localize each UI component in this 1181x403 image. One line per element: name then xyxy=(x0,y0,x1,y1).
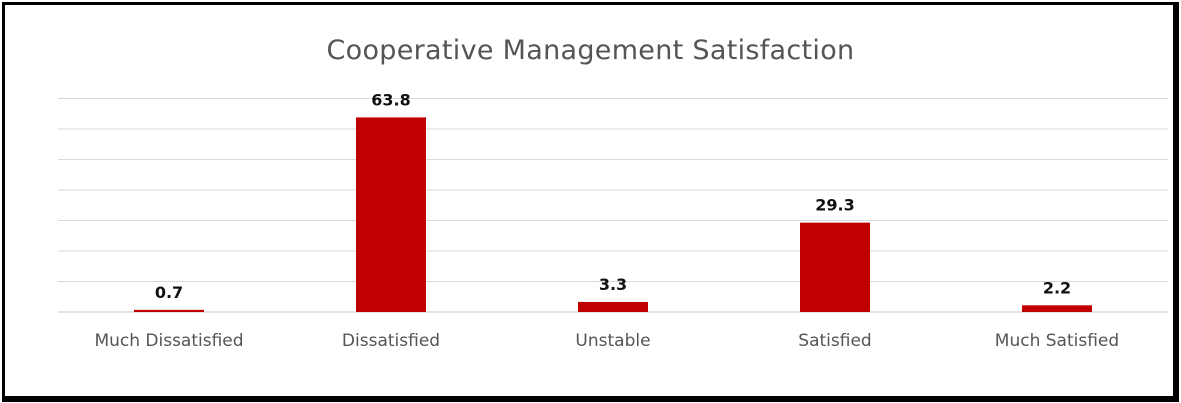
category-label: Unstable xyxy=(575,331,650,351)
category-label: Much Dissatisfied xyxy=(94,331,243,351)
bar xyxy=(578,301,648,312)
bars xyxy=(134,117,1092,312)
data-label: 2.2 xyxy=(1043,278,1071,297)
bar xyxy=(356,117,426,312)
category-label: Much Satisfied xyxy=(995,331,1119,351)
data-label: 0.7 xyxy=(155,283,183,302)
chart-title: Cooperative Management Satisfaction xyxy=(326,35,855,66)
data-label: 63.8 xyxy=(371,90,410,109)
category-label: Satisfied xyxy=(798,331,871,351)
bar xyxy=(134,309,204,312)
category-labels: Much Dissatisfied Dissatisfied Unstable Sat… xyxy=(94,331,1119,351)
data-label: 3.3 xyxy=(599,275,627,294)
bar xyxy=(1022,305,1092,312)
category-label: Dissatisfied xyxy=(342,331,440,351)
data-label: 29.3 xyxy=(815,196,854,215)
data-labels: 0.7 63.8 3.3 29.3 2.2 xyxy=(155,90,1071,301)
bar xyxy=(800,222,870,312)
gridlines xyxy=(58,98,1168,313)
